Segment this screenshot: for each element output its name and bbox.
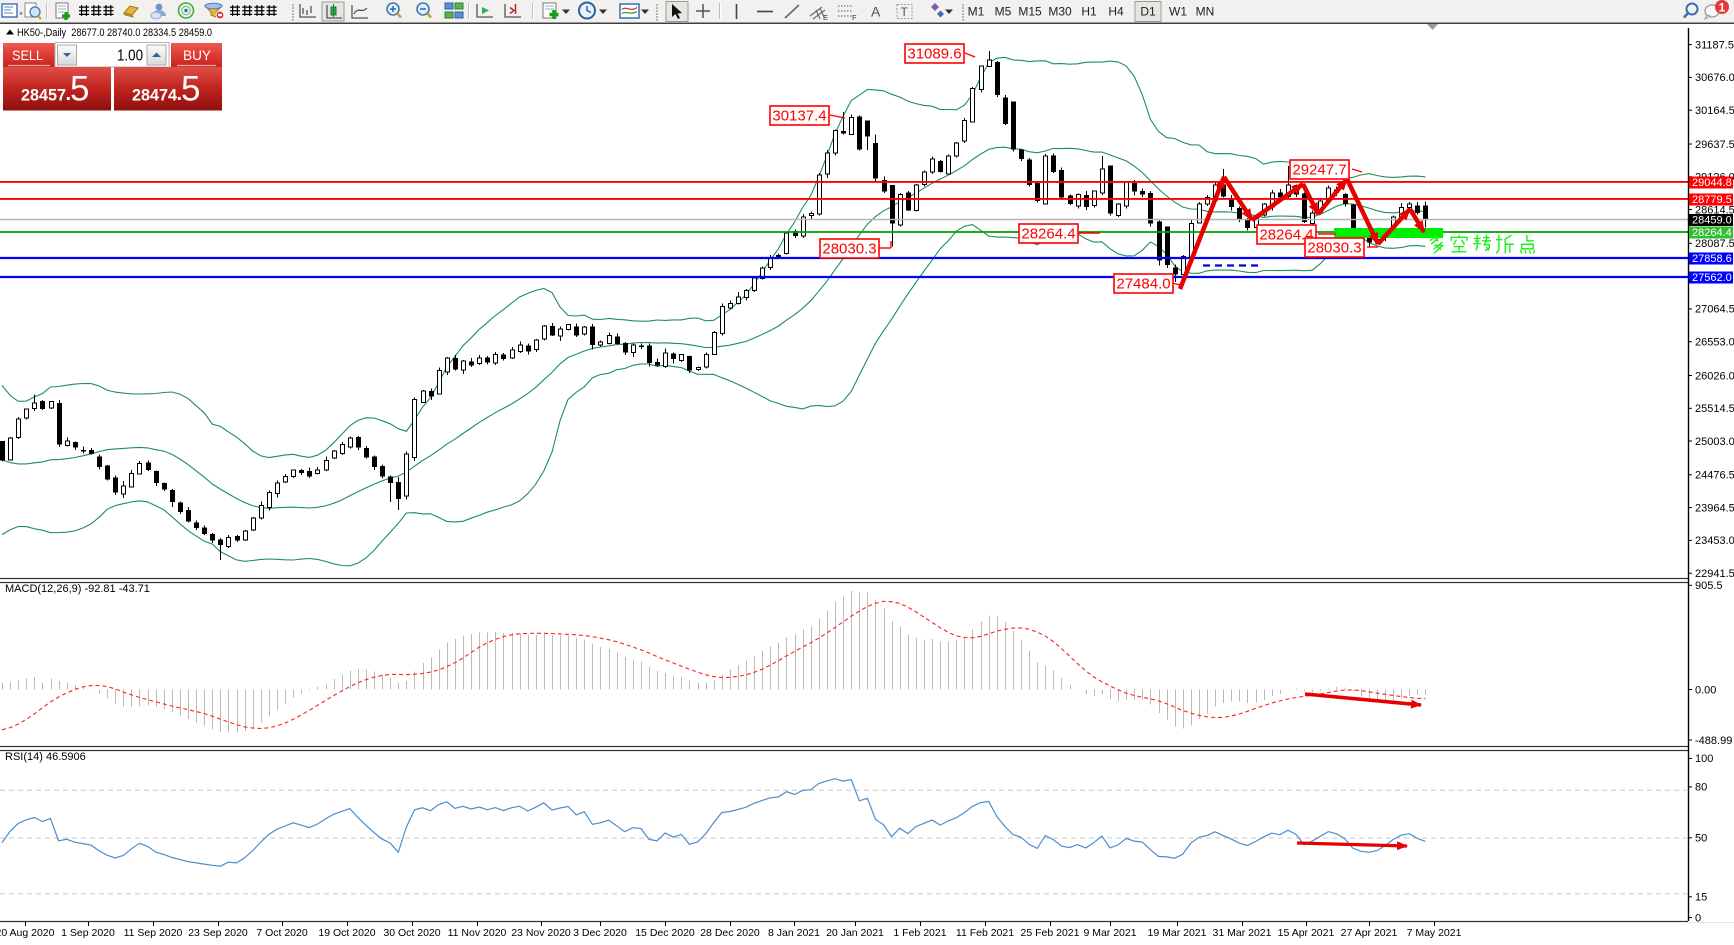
svg-text:28030.3: 28030.3 [1307,240,1361,257]
svg-text:25003.0: 25003.0 [1695,436,1734,448]
svg-text:M15: M15 [1018,5,1042,19]
svg-text:RSI(14) 46.5906: RSI(14) 46.5906 [5,751,86,763]
svg-text:20 Jan 2021: 20 Jan 2021 [826,927,884,939]
svg-text:3 Dec 2020: 3 Dec 2020 [573,927,627,939]
svg-text:7 Oct 2020: 7 Oct 2020 [256,927,308,939]
svg-text:25514.5: 25514.5 [1695,403,1734,415]
svg-text:28264.4: 28264.4 [1259,227,1313,244]
svg-text:80: 80 [1695,782,1707,794]
svg-text:MN: MN [1196,5,1215,19]
svg-text:19 Oct 2020: 19 Oct 2020 [318,927,375,939]
svg-text:27562.0: 27562.0 [1692,272,1732,284]
svg-text:30164.5: 30164.5 [1695,105,1734,117]
svg-text:11 Feb 2021: 11 Feb 2021 [956,927,1014,939]
svg-text:7 May 2021: 7 May 2021 [1407,927,1462,939]
svg-text:F: F [852,13,857,22]
svg-text:1 Feb 2021: 1 Feb 2021 [893,927,946,939]
svg-text:27858.6: 27858.6 [1692,253,1732,265]
svg-text:23453.0: 23453.0 [1695,535,1734,547]
svg-text:.: . [177,83,183,105]
svg-text:28 Dec 2020: 28 Dec 2020 [700,927,760,939]
svg-text:1: 1 [1719,1,1726,15]
svg-text:28264.4: 28264.4 [1692,227,1732,239]
svg-text:19 Mar 2021: 19 Mar 2021 [1148,927,1207,939]
svg-text:0.00: 0.00 [1695,684,1716,696]
svg-text:22941.5: 22941.5 [1695,568,1734,580]
svg-text:T: T [901,5,909,19]
svg-text:11 Sep 2020: 11 Sep 2020 [124,927,183,939]
svg-text:28264.4: 28264.4 [1021,226,1075,243]
svg-text:15 Apr 2021: 15 Apr 2021 [1278,927,1335,939]
svg-text:M30: M30 [1048,5,1072,19]
svg-text:.: . [66,83,72,105]
svg-text:0: 0 [1695,912,1701,924]
svg-text:29637.5: 29637.5 [1695,139,1734,151]
svg-text:5: 5 [70,70,89,109]
svg-text:29247.7: 29247.7 [1292,162,1346,179]
svg-text:28457: 28457 [21,87,66,105]
svg-text:H4: H4 [1108,5,1124,19]
svg-text:MACD(12,26,9) -92.81 -43.71: MACD(12,26,9) -92.81 -43.71 [5,583,150,595]
svg-text:20 Aug 2020: 20 Aug 2020 [0,927,55,939]
svg-text:100: 100 [1695,753,1713,765]
svg-text:-488.99: -488.99 [1695,735,1732,747]
svg-text:27484.0: 27484.0 [1116,276,1170,293]
svg-text:26553.0: 26553.0 [1695,337,1734,349]
svg-text:50: 50 [1695,833,1707,845]
svg-text:1 Sep 2020: 1 Sep 2020 [61,927,115,939]
svg-text:28614.5: 28614.5 [1695,204,1734,216]
svg-text:SELL: SELL [12,47,43,63]
svg-text:H1: H1 [1081,5,1097,19]
svg-text:28459.0: 28459.0 [1692,215,1732,227]
svg-text:11 Nov 2020: 11 Nov 2020 [448,927,507,939]
svg-text:15 Dec 2020: 15 Dec 2020 [635,927,695,939]
svg-text:9 Mar 2021: 9 Mar 2021 [1083,927,1136,939]
svg-text:23964.5: 23964.5 [1695,502,1734,514]
svg-text:M1: M1 [968,5,985,19]
svg-text:26026.0: 26026.0 [1695,370,1734,382]
svg-text:1.00: 1.00 [117,48,143,65]
svg-text:30 Oct 2020: 30 Oct 2020 [383,927,440,939]
svg-text:28474: 28474 [132,87,178,105]
svg-text:D1: D1 [1140,5,1156,19]
svg-text:BUY: BUY [183,47,212,63]
svg-text:HK50-,Daily 28677.0 28740.0 2: HK50-,Daily 28677.0 28740.0 28334.5 2845… [17,27,212,39]
svg-text:30137.4: 30137.4 [772,108,826,125]
svg-text:31 Mar 2021: 31 Mar 2021 [1213,927,1272,939]
svg-text:28030.3: 28030.3 [822,241,876,258]
svg-text:25 Feb 2021: 25 Feb 2021 [1021,927,1080,939]
svg-text:23 Nov 2020: 23 Nov 2020 [511,927,571,939]
svg-text:28779.5: 28779.5 [1692,194,1732,206]
svg-text:15: 15 [1695,892,1707,904]
svg-text:E: E [823,13,828,22]
svg-text:8 Jan 2021: 8 Jan 2021 [768,927,820,939]
svg-text:28087.5: 28087.5 [1695,238,1734,250]
svg-text:27 Apr 2021: 27 Apr 2021 [1341,927,1398,939]
svg-text:M5: M5 [995,5,1012,19]
svg-text:23 Sep 2020: 23 Sep 2020 [188,927,248,939]
svg-text:905.5: 905.5 [1695,580,1723,592]
svg-text:24476.5: 24476.5 [1695,470,1734,482]
svg-text:27064.5: 27064.5 [1695,304,1734,316]
svg-text:31089.6: 31089.6 [907,46,961,63]
svg-text:30676.0: 30676.0 [1695,72,1734,84]
svg-text:W1: W1 [1169,5,1187,19]
svg-text:A: A [871,4,881,20]
svg-text:5: 5 [181,70,200,109]
svg-text:31187.5: 31187.5 [1695,39,1734,51]
svg-text:29044.8: 29044.8 [1692,177,1732,189]
